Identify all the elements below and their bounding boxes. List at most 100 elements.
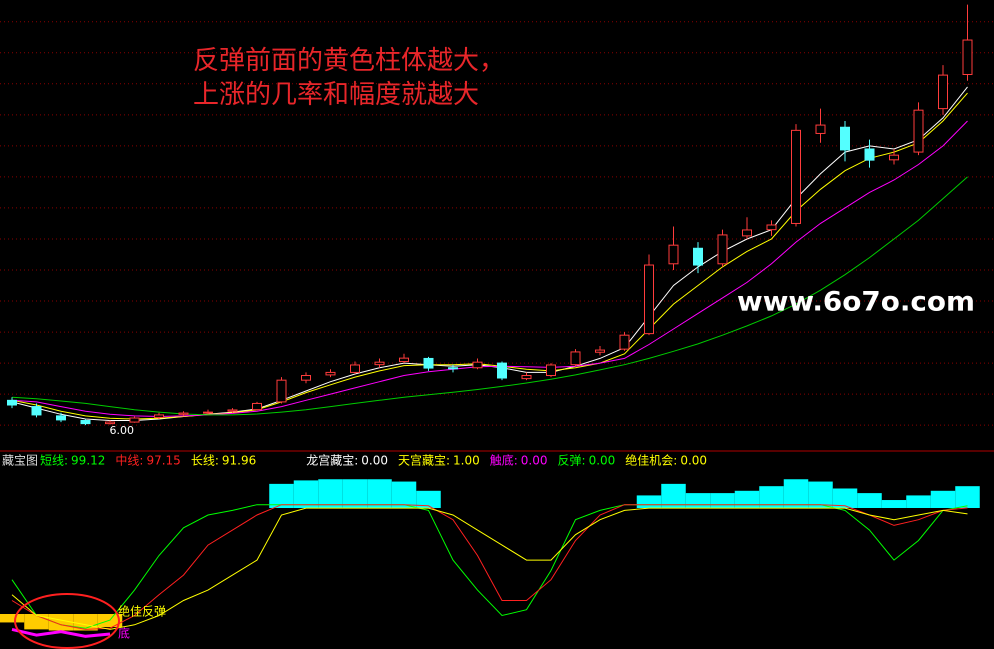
candle-body: [521, 375, 532, 380]
candle-body: [840, 126, 850, 151]
indicator-bar: [734, 490, 760, 508]
indicator-bar: [293, 480, 319, 508]
candle-body: [693, 247, 703, 266]
legend-value: 99.12: [71, 454, 105, 468]
legend-name: 龙宫藏宝:: [306, 453, 358, 468]
annotation: 反弹前面的黄色柱体越大，: [193, 46, 505, 75]
indicator-bar: [759, 486, 784, 508]
legend-name: 中线:: [115, 453, 143, 468]
indicator-bar: [0, 614, 25, 623]
candle-body: [203, 411, 213, 414]
highlight-circle: [14, 593, 120, 649]
candle-body: [105, 421, 115, 425]
candle-body: [889, 154, 899, 161]
candle-body: [791, 129, 801, 224]
signal-label: 反弹: [142, 605, 166, 619]
legend-name: 反弹:: [558, 454, 586, 468]
candle-body: [399, 357, 409, 363]
candle-body: [766, 224, 777, 231]
candle-body: [252, 402, 262, 411]
indicator-bar: [48, 614, 74, 631]
candle-body: [227, 409, 238, 412]
grid: [0, 21, 994, 426]
signal-label: 底: [118, 626, 130, 641]
legend-value: 91.96: [222, 454, 256, 468]
signal-label: 绝佳: [118, 604, 142, 619]
candle-body: [56, 415, 66, 421]
annotation: 上涨的几率和幅度就越大: [193, 80, 479, 109]
candle-body: [913, 109, 924, 153]
legend-value: 97.15: [146, 454, 180, 468]
indicator-bar: [955, 486, 980, 508]
indicator-bar: [857, 493, 882, 508]
indicator-bar: [832, 488, 858, 508]
indicator-bar: [318, 479, 343, 508]
candle-body: [668, 244, 679, 265]
candle-body: [7, 399, 17, 406]
candle-body: [497, 362, 507, 379]
indicator-bar: [661, 483, 686, 508]
indicator-bar: [342, 479, 368, 508]
legend-name: 短线:: [40, 454, 68, 468]
moving-average: [11, 92, 968, 420]
candle-body: [570, 351, 581, 366]
moving-average: [11, 176, 968, 416]
legend-name: 长线:: [191, 454, 219, 468]
price-panel: 6.00: [7, 4, 973, 437]
legend-value: 0.00: [361, 454, 388, 468]
candle-body: [31, 406, 42, 416]
low-label: 6.00: [110, 424, 135, 437]
indicator-bar: [636, 495, 662, 508]
candle-body: [595, 349, 605, 353]
candle-body: [374, 361, 385, 366]
candle-body: [546, 364, 556, 377]
legend-value: 0.00: [521, 454, 548, 468]
candle-body: [962, 39, 973, 75]
indicator-bar: [906, 495, 931, 508]
indicator-bar: [930, 490, 956, 508]
indicator-line: [11, 507, 968, 630]
candle-body: [644, 264, 654, 335]
watermark: www.6o7o.com: [737, 287, 975, 318]
legend-value: 0.00: [589, 454, 616, 468]
bottom-line: [11, 627, 111, 638]
candle-body: [815, 124, 826, 134]
indicator-bar: [881, 500, 907, 508]
candle-body: [325, 371, 336, 376]
candle-body: [301, 375, 311, 381]
candle-body: [276, 379, 287, 403]
candle-body: [80, 420, 91, 425]
indicator-bar: [416, 490, 441, 508]
moving-average: [11, 120, 968, 418]
candle-body: [350, 364, 360, 373]
indicator-bar: [685, 493, 711, 508]
indicator-bar: [808, 481, 833, 508]
candle-body: [448, 367, 458, 370]
indicator-line: [11, 504, 968, 630]
candle-body: [423, 357, 434, 369]
indicator-bar: [269, 483, 294, 508]
legend-name: 天宫藏宝:: [398, 453, 450, 468]
candle-body: [472, 361, 483, 369]
indicator-bar: [783, 479, 809, 508]
legend-name: 触底:: [490, 453, 518, 468]
candle-body: [154, 414, 164, 418]
indicator-bar: [24, 614, 49, 630]
legend-value: 0.00: [680, 454, 707, 468]
indicator-bar: [391, 481, 417, 508]
candle-body: [129, 417, 140, 423]
candle-body: [864, 148, 875, 161]
candle-body: [619, 334, 630, 350]
legend-value: 1.00: [453, 454, 480, 468]
indicator-bar: [367, 479, 392, 508]
legend-name: 绝佳机会:: [625, 453, 677, 468]
candle-body: [742, 229, 752, 237]
candle-body: [938, 74, 948, 110]
candle-body: [178, 412, 189, 415]
indicator-bar: [710, 493, 735, 508]
candle-body: [717, 234, 728, 265]
